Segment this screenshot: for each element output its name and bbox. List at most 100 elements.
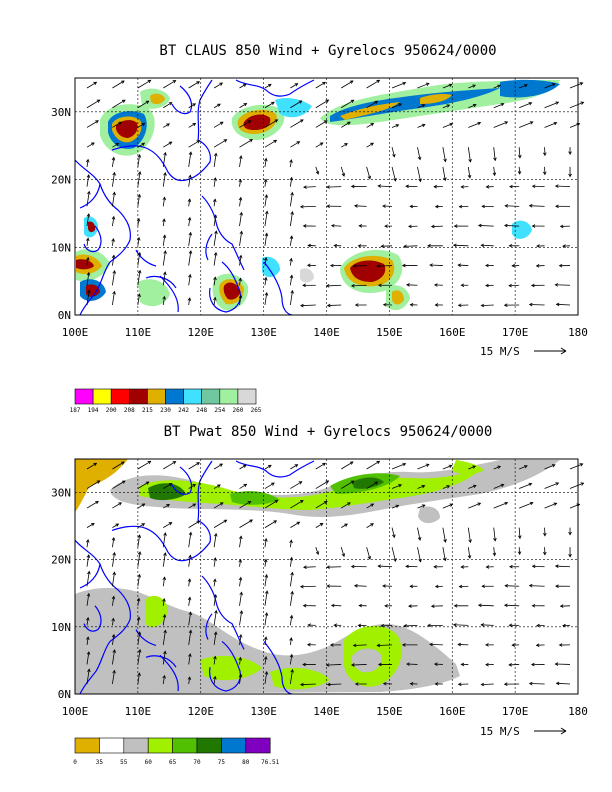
wind-vector-head bbox=[374, 100, 379, 105]
wind-vector-head bbox=[559, 224, 564, 229]
wind-vector bbox=[86, 523, 95, 528]
wind-vector-head bbox=[555, 101, 560, 105]
wind-vector bbox=[468, 104, 477, 109]
wind-vector-head bbox=[121, 99, 126, 103]
wind-vector-head bbox=[503, 682, 508, 686]
wind-vector-head bbox=[530, 662, 535, 667]
wind-vector-head bbox=[531, 564, 536, 569]
wind-vector bbox=[289, 159, 292, 167]
wind-vector bbox=[112, 238, 114, 246]
wind-vector bbox=[378, 565, 393, 568]
wind-vector-head bbox=[480, 243, 485, 248]
wind-vector-head bbox=[188, 611, 193, 616]
wind-vector-head bbox=[238, 254, 243, 259]
wind-vector-head bbox=[468, 158, 472, 163]
wind-vector bbox=[86, 636, 89, 645]
wind-vector bbox=[112, 634, 115, 645]
wind-vector bbox=[569, 82, 583, 89]
wind-vector bbox=[290, 521, 300, 528]
x-tick-label: 140E bbox=[313, 705, 340, 718]
wind-vector-head bbox=[443, 177, 447, 182]
wind-vector-head bbox=[477, 502, 482, 506]
colorbar-label: 70 bbox=[193, 759, 201, 766]
wind-vector bbox=[264, 637, 267, 645]
panel2-colorbar: 0 35 55 60 65 70 75 80 76.51 bbox=[73, 737, 280, 766]
wind-vector-head bbox=[188, 629, 193, 634]
wind-vector bbox=[264, 482, 275, 489]
wind-vector-head bbox=[333, 243, 338, 248]
cloud-shade bbox=[420, 94, 452, 104]
wind-vector-head bbox=[460, 283, 465, 288]
wind-vector-head bbox=[559, 604, 564, 608]
x-tick-label: 100E bbox=[62, 326, 89, 339]
wind-vector-head bbox=[503, 603, 508, 608]
wind-vector-head bbox=[137, 672, 141, 677]
wind-vector bbox=[137, 194, 141, 207]
wind-vector bbox=[86, 539, 89, 548]
wind-vector-head bbox=[504, 121, 509, 125]
wind-vector-head bbox=[457, 303, 462, 308]
wind-vector-head bbox=[188, 250, 193, 254]
wind-vector-head bbox=[458, 204, 463, 209]
x-tick-label: 150E bbox=[376, 705, 403, 718]
wind-vector bbox=[442, 104, 450, 109]
wind-vector-head bbox=[306, 263, 311, 268]
y-tick-label: 20N bbox=[51, 174, 71, 187]
pwat-shade bbox=[145, 595, 168, 628]
wind-vector bbox=[163, 504, 170, 509]
wind-vector-head bbox=[214, 609, 218, 614]
wind-vector-head bbox=[289, 653, 294, 658]
wind-vector-head bbox=[137, 193, 142, 198]
wind-vector bbox=[555, 185, 571, 188]
wind-vector-head bbox=[96, 480, 101, 484]
wind-vector bbox=[213, 139, 227, 148]
colorbar-swatch bbox=[165, 388, 184, 405]
wind-vector-head bbox=[325, 663, 330, 667]
wind-vector-head bbox=[421, 104, 426, 108]
wind-vector-head bbox=[87, 190, 91, 195]
wind-vector-head bbox=[504, 583, 509, 588]
wind-vector bbox=[188, 103, 196, 109]
wind-vector bbox=[340, 547, 345, 557]
wind-vector bbox=[315, 166, 319, 175]
wind-vector bbox=[493, 484, 504, 489]
wind-vector bbox=[163, 102, 173, 109]
wind-vector bbox=[391, 463, 406, 470]
wind-vector-head bbox=[163, 172, 167, 176]
wind-vector-head bbox=[247, 500, 252, 505]
wind-vector-head bbox=[535, 643, 540, 647]
wind-vector bbox=[391, 527, 395, 538]
wind-vector bbox=[366, 503, 374, 509]
wind-vector-head bbox=[302, 283, 306, 288]
wind-vector-head bbox=[273, 139, 278, 144]
wind-vector-head bbox=[543, 532, 547, 537]
wind-vector-head bbox=[290, 289, 294, 294]
wind-vector-head bbox=[121, 461, 125, 465]
wind-vector-head bbox=[485, 283, 489, 288]
wind-vector bbox=[327, 304, 342, 306]
wind-vector-head bbox=[467, 174, 472, 179]
panel2-y-ticks: 0N 10N 20N 30N bbox=[51, 487, 71, 701]
wind-vector bbox=[417, 547, 421, 562]
wind-vector-head bbox=[289, 556, 294, 561]
wind-vector-head bbox=[137, 573, 142, 578]
wind-vector-head bbox=[350, 480, 355, 484]
wind-vector-head bbox=[500, 102, 505, 107]
wind-vector bbox=[544, 101, 559, 109]
panel1-map-frame bbox=[74, 77, 579, 316]
wind-vector-head bbox=[370, 122, 375, 127]
wind-vector-head bbox=[86, 636, 90, 640]
wind-vector bbox=[188, 232, 192, 246]
coastline-segment bbox=[171, 466, 193, 495]
wind-vector bbox=[467, 527, 471, 543]
wind-vector-head bbox=[300, 303, 304, 308]
wind-vector-head bbox=[504, 204, 509, 208]
wind-vector bbox=[137, 171, 141, 187]
wind-vector-head bbox=[434, 584, 439, 589]
wind-vector bbox=[264, 590, 268, 606]
wind-vector bbox=[290, 141, 300, 148]
wind-vector bbox=[326, 284, 342, 287]
wind-vector-head bbox=[141, 503, 146, 507]
coastline-segment bbox=[235, 79, 315, 97]
cloud-shade bbox=[262, 256, 280, 278]
